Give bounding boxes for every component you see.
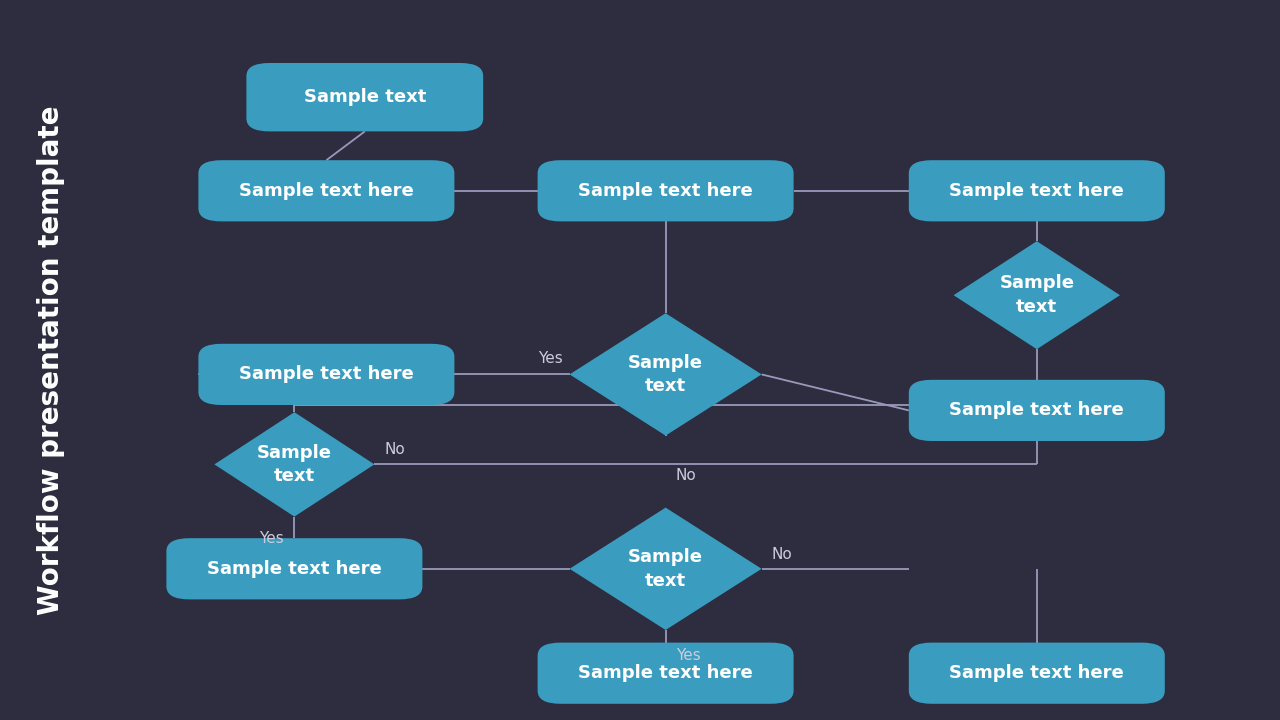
FancyBboxPatch shape: [538, 642, 794, 704]
Text: Sample text: Sample text: [303, 89, 426, 107]
Text: No: No: [772, 546, 792, 562]
Text: Sample
text: Sample text: [1000, 274, 1074, 316]
Text: Sample
text: Sample text: [257, 444, 332, 485]
FancyBboxPatch shape: [909, 642, 1165, 704]
Text: Yes: Yes: [260, 531, 284, 546]
Text: No: No: [384, 442, 406, 457]
Text: Sample text here: Sample text here: [579, 181, 753, 199]
Text: Sample
text: Sample text: [628, 354, 703, 395]
Polygon shape: [954, 241, 1120, 349]
FancyBboxPatch shape: [909, 379, 1165, 441]
FancyBboxPatch shape: [166, 539, 422, 599]
Text: Yes: Yes: [539, 351, 563, 366]
FancyBboxPatch shape: [198, 161, 454, 222]
FancyBboxPatch shape: [198, 344, 454, 405]
Polygon shape: [570, 508, 762, 630]
Text: Sample text here: Sample text here: [950, 181, 1124, 199]
Polygon shape: [215, 412, 374, 517]
Text: Sample text here: Sample text here: [950, 664, 1124, 683]
Text: Sample text here: Sample text here: [207, 560, 381, 577]
Polygon shape: [570, 313, 762, 436]
Text: Sample text here: Sample text here: [239, 366, 413, 383]
FancyBboxPatch shape: [246, 63, 483, 131]
Text: Sample text here: Sample text here: [950, 401, 1124, 419]
Text: Sample text here: Sample text here: [239, 181, 413, 199]
Text: Workflow presentation template: Workflow presentation template: [37, 105, 65, 615]
FancyBboxPatch shape: [909, 161, 1165, 222]
Text: Yes: Yes: [676, 648, 700, 663]
Text: Sample
text: Sample text: [628, 548, 703, 590]
FancyBboxPatch shape: [538, 161, 794, 222]
Text: Sample text here: Sample text here: [579, 664, 753, 683]
Text: No: No: [676, 468, 696, 483]
